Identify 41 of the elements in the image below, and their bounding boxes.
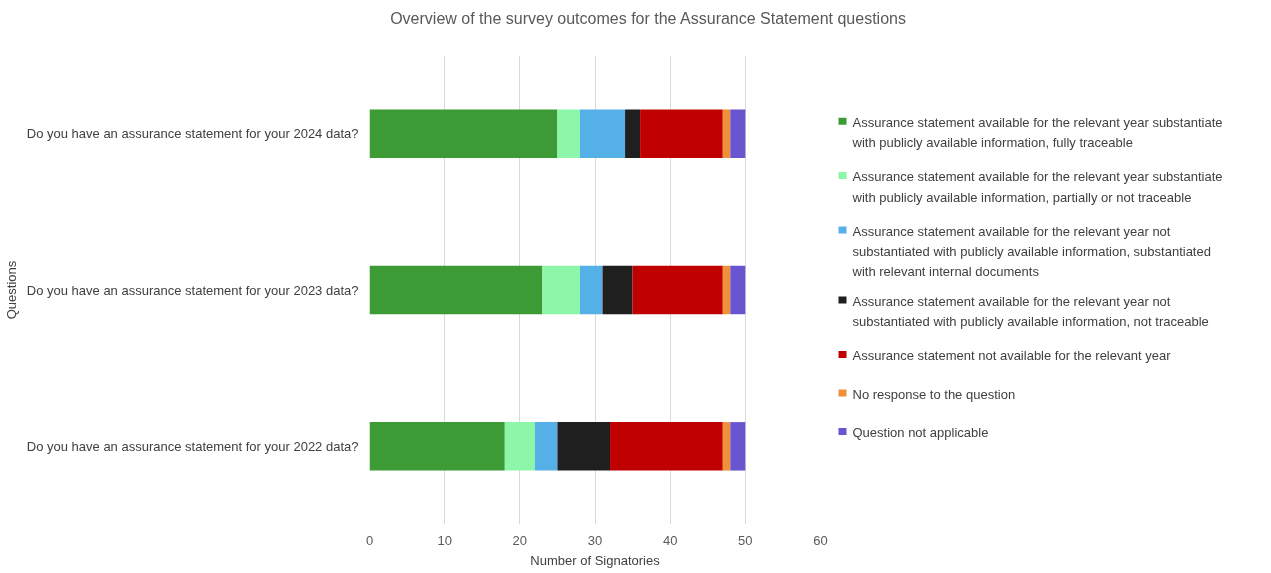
bar	[557, 109, 580, 158]
bar	[557, 422, 611, 471]
bar	[730, 265, 746, 315]
y-tick-label: Do you have an assurance statement for your 2022 data?	[26, 438, 359, 454]
bar	[730, 109, 746, 158]
legend-label: Assurance statement not available for the relevant year	[852, 348, 1172, 364]
x-tick-label: 30	[587, 532, 603, 548]
bar	[542, 265, 580, 315]
bar	[504, 422, 535, 471]
bar	[632, 265, 723, 315]
legend-label: Assurance statement available for the relevant year substantiate with publicly available information, partially or not traceable	[851, 169, 1223, 205]
bar	[602, 265, 633, 315]
legend-label: Assurance statement available for the relevant year not substantiated with publicly available information, not traceable	[852, 293, 1209, 330]
legend-label: Question not applicable	[852, 425, 989, 441]
x-tick-label: 10	[437, 532, 452, 548]
bar	[722, 422, 731, 471]
bar	[579, 109, 626, 158]
chart-title: Overview of the survey outcomes for the Assurance Statement questions	[390, 10, 906, 27]
x-tick-label: 20	[512, 532, 528, 548]
y-tick-label: Do you have an assurance statement for your 2024 data?	[26, 126, 359, 142]
legend-label: Assurance statement available for the relevant year not substantiated with publicly available information, substantiated with relevant internal documents	[851, 223, 1211, 280]
bar	[610, 422, 723, 471]
x-tick-label: 40	[662, 532, 678, 548]
bar	[534, 422, 558, 471]
y-axis-title: Questions	[3, 260, 19, 320]
x-tick-label: 60	[813, 532, 828, 548]
bar	[579, 265, 603, 315]
x-tick-label: 0	[365, 532, 374, 548]
bar	[730, 422, 746, 471]
bar	[369, 265, 543, 315]
y-tick-label: Do you have an assurance statement for your 2023 data?	[26, 282, 359, 298]
bar	[625, 109, 641, 158]
bar	[640, 109, 723, 158]
bar	[369, 422, 505, 471]
bar	[369, 109, 558, 158]
x-tick-label: 50	[738, 532, 753, 548]
legend-label: Assurance statement available for the relevant year substantiate with publicly available information, fully traceable	[851, 115, 1223, 151]
legend-label: No response to the question	[852, 386, 1016, 402]
bar	[722, 265, 731, 315]
x-axis-title: Number of Signatories	[530, 552, 661, 568]
bar	[722, 109, 731, 158]
